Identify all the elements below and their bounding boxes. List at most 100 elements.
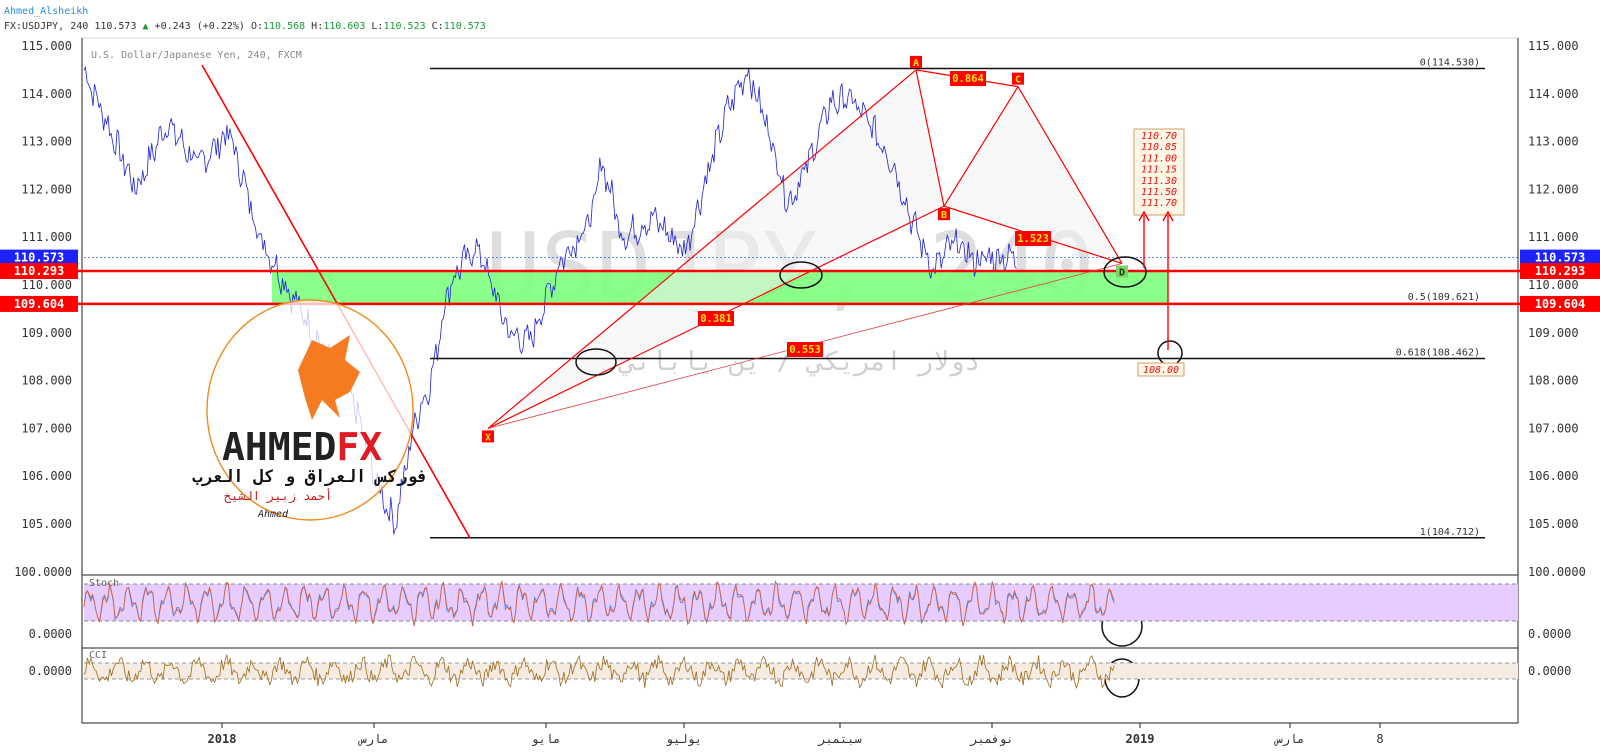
pattern-leg	[915, 69, 945, 207]
y-tick-left: 107.000	[21, 421, 72, 435]
y-tick-right: 106.000	[1528, 469, 1579, 483]
ratio-badge	[950, 71, 986, 86]
y-tick-right: 107.000	[1528, 421, 1579, 435]
target-label: 111.70	[1141, 198, 1177, 209]
ratio-label: 0.553	[789, 344, 821, 356]
y-tick-right: 110.000	[1528, 278, 1579, 292]
y-tick-right: 108.000	[1528, 374, 1579, 388]
stoch-tick-right: 0.0000	[1528, 627, 1571, 641]
x-tick-label: 2019	[1126, 732, 1155, 746]
highlight-ellipse	[1103, 256, 1147, 288]
y-tick-left: 113.000	[21, 135, 72, 149]
target-label: 110.85	[1141, 142, 1177, 153]
high-label: H:	[311, 21, 324, 32]
low-value: 110.523	[383, 21, 426, 32]
close-value: 110.573	[443, 21, 486, 32]
instrument-label: U.S. Dollar/Japanese Yen, 240, FXCM	[91, 50, 302, 61]
logo-tagline: فوركس العراق و كل العرب	[192, 467, 427, 487]
ratio-badge	[1015, 231, 1051, 246]
low-label: L:	[371, 21, 384, 32]
arrow-up-head	[1138, 210, 1150, 222]
xab-triangle	[488, 69, 944, 429]
y-tick-right: 109.000	[1528, 326, 1579, 340]
price-tag-left	[0, 249, 78, 266]
symbol-label[interactable]: FX:USDJPY, 240	[4, 21, 89, 32]
point-label: C	[1015, 75, 1021, 86]
highlight-ellipse	[1157, 340, 1183, 366]
cci-pane[interactable]	[81, 647, 1519, 724]
stoch-tick-right: 100.0000	[1528, 565, 1586, 579]
target-low-label: 108.00	[1143, 365, 1179, 376]
target-label: 111.30	[1141, 176, 1177, 187]
author-name[interactable]: Ahmed_Alsheikh	[4, 6, 89, 17]
cci-tick-left: 0.0000	[29, 664, 72, 678]
cci-line	[83, 654, 1115, 690]
target-low-box	[1137, 362, 1185, 377]
price-tag-right	[1520, 295, 1600, 312]
y-tick-right: 115.000	[1528, 39, 1579, 53]
price-tag-right	[1520, 262, 1600, 279]
point-badge	[1116, 265, 1128, 278]
y-tick-left: 111.000	[21, 230, 72, 244]
bcd-triangle	[944, 86, 1122, 264]
ratio-label: 1.523	[1017, 233, 1049, 245]
x-tick-label: سبتمبر	[817, 732, 861, 747]
ratio-label: 0.381	[700, 313, 732, 325]
y-tick-left: 105.000	[21, 517, 72, 531]
trend-line	[201, 64, 471, 539]
high-value: 110.603	[323, 21, 366, 32]
price-tag-right-label: 110.293	[1535, 264, 1586, 278]
y-tick-right: 114.000	[1528, 87, 1579, 101]
cci-label: CCI	[89, 650, 107, 661]
y-tick-right: 113.000	[1528, 135, 1579, 149]
target-label: 110.70	[1141, 131, 1177, 142]
ratio-label: 0.864	[952, 73, 984, 85]
logo-brand-black: AHMED	[222, 425, 336, 469]
y-tick-left: 106.000	[21, 469, 72, 483]
price-tag-right-label: 110.573	[1535, 251, 1586, 265]
open-value: 110.568	[262, 21, 306, 32]
x-tick-label: مارس	[1274, 732, 1305, 747]
cci-band	[84, 663, 1518, 679]
ratio-badge	[698, 311, 734, 326]
point-label: B	[941, 210, 947, 221]
point-badge	[1012, 72, 1024, 85]
highlight-ellipse	[779, 261, 823, 289]
y-tick-left: 108.000	[21, 374, 72, 388]
y-tick-right: 112.000	[1528, 182, 1579, 196]
point-label: A	[913, 58, 919, 69]
chart-header: Ahmed_Alsheikh FX:USDJPY, 240 110.573 ▲ …	[4, 4, 486, 34]
fib-label: 0.618(108.462)	[1396, 348, 1480, 359]
price-tag-left-label: 110.573	[14, 251, 65, 265]
y-tick-right: 105.000	[1528, 517, 1579, 531]
stoch-tick-left: 100.0000	[14, 565, 72, 579]
logo-brand-red: FX	[336, 425, 382, 469]
fib-label: 0(114.530)	[1420, 57, 1480, 68]
arrow-head	[1162, 210, 1174, 222]
price-tag-left-label: 109.604	[14, 297, 65, 311]
y-tick-left: 109.000	[21, 326, 72, 340]
highlight-ellipse	[575, 348, 617, 376]
change-percent: (+0.22%)	[196, 21, 245, 32]
last-price: 110.573	[94, 21, 137, 32]
pattern-leg	[487, 69, 917, 429]
point-label: D	[1119, 267, 1125, 278]
stoch-d-line	[83, 580, 1115, 627]
y-tick-right: 111.000	[1528, 230, 1579, 244]
x-tick-label: نوفمبر	[969, 732, 1013, 747]
target-label: 111.00	[1141, 153, 1177, 164]
open-label: O:	[250, 21, 263, 32]
stoch-tick-left: 0.0000	[29, 627, 72, 641]
point-label: X	[485, 432, 491, 443]
fib-label: 0.5(109.621)	[1408, 292, 1480, 303]
price-tag-left	[0, 262, 78, 279]
fib-label: 1(104.712)	[1420, 527, 1480, 538]
point-badge	[910, 55, 922, 68]
y-tick-left: 115.000	[21, 39, 72, 53]
point-badge	[938, 208, 950, 221]
y-tick-left: 114.000	[21, 87, 72, 101]
cci-tick-right: 0.0000	[1528, 664, 1571, 678]
stoch-label: Stoch	[89, 578, 119, 589]
ahmedfx-logo: AHMEDFX فوركس العراق و كل العرب أحمد زبي…	[192, 299, 428, 521]
